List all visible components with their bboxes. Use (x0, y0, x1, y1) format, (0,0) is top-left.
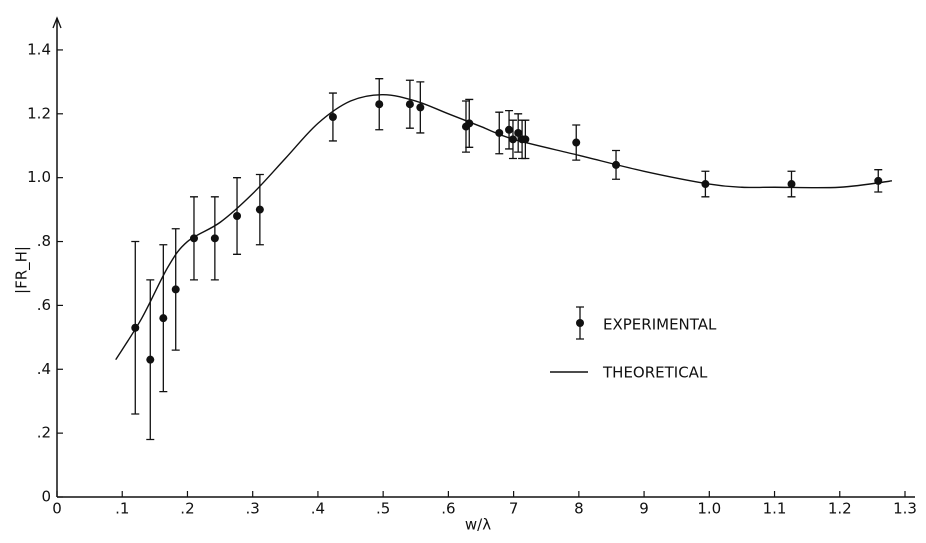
y-tick-label: .2 (37, 424, 51, 442)
x-tick-label: .1 (115, 500, 129, 518)
data-point (505, 125, 514, 134)
data-point (572, 138, 581, 147)
data-point (146, 355, 155, 364)
data-point (375, 100, 384, 109)
data-point (171, 285, 180, 294)
x-tick-label: 1.1 (763, 500, 787, 518)
y-tick-label: 1.2 (27, 104, 51, 122)
y-tick-label: 0 (41, 488, 51, 506)
data-point (416, 103, 425, 112)
x-tick-label: 9 (639, 500, 649, 518)
x-tick-label: 8 (574, 500, 584, 518)
x-tick-label: 1.2 (828, 500, 852, 518)
data-point (405, 100, 414, 109)
legend-symbol-dot (576, 319, 584, 327)
data-point (787, 180, 796, 189)
data-point (210, 234, 219, 243)
x-tick-label: .4 (311, 500, 325, 518)
y-tick-label: .4 (37, 360, 51, 378)
y-tick-label: 1.0 (27, 168, 51, 186)
x-tick-label: 1.3 (893, 500, 917, 518)
x-tick-label: 7 (509, 500, 519, 518)
x-tick-label: .5 (376, 500, 390, 518)
data-point (255, 205, 264, 214)
y-tick-label: .6 (37, 296, 51, 314)
x-tick-label: .6 (441, 500, 455, 518)
legend-label: THEORETICAL (602, 364, 708, 382)
data-point (328, 112, 337, 121)
x-tick-label: 0 (52, 500, 62, 518)
theory-line (115, 93, 893, 361)
y-tick-label: .8 (37, 232, 51, 250)
y-axis-label: |FR_H| (13, 246, 32, 294)
y-tick-label: 1.4 (27, 40, 51, 58)
legend-label: EXPERIMENTAL (603, 316, 717, 334)
data-point (159, 314, 168, 323)
x-tick-label: .2 (180, 500, 194, 518)
data-point (514, 128, 523, 137)
x-tick-label: .3 (246, 500, 260, 518)
y-axis-arrow (52, 16, 62, 29)
x-tick-label: 1.0 (697, 500, 721, 518)
x-axis-label: w/λ (465, 516, 491, 534)
data-point (233, 211, 242, 220)
